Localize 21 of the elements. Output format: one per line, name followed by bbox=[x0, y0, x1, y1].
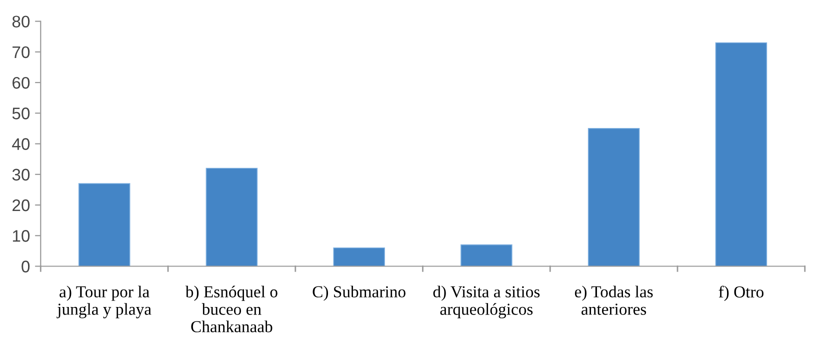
bar bbox=[333, 247, 385, 266]
y-tick-label: 30 bbox=[12, 168, 30, 181]
y-tick-label: 10 bbox=[12, 230, 30, 242]
y-tick-label: 50 bbox=[12, 108, 30, 120]
bar bbox=[78, 183, 130, 266]
bar bbox=[460, 244, 512, 266]
bar bbox=[715, 42, 768, 266]
x-tick-label: f) Otro bbox=[718, 286, 764, 301]
x-tick-label: d) Visita a sitios arqueológicos bbox=[433, 286, 540, 318]
y-tick-label: 20 bbox=[12, 199, 30, 212]
x-tick-label: e) Todas las anteriores bbox=[574, 286, 653, 315]
x-tick-label: b) Esnóquel o buceo en Chankanaab bbox=[185, 286, 278, 332]
y-tick-label: 80 bbox=[12, 16, 30, 28]
y-tick-label: 0 bbox=[22, 260, 30, 272]
bar bbox=[206, 168, 258, 266]
bar bbox=[588, 128, 640, 266]
y-tick-label: 60 bbox=[12, 76, 30, 89]
x-tick-label: a) Tour por la jungla y playa bbox=[56, 286, 152, 318]
y-tick-label: 70 bbox=[12, 46, 30, 58]
x-tick-label: C) Submarino bbox=[312, 286, 406, 301]
y-tick-label: 40 bbox=[12, 138, 30, 150]
